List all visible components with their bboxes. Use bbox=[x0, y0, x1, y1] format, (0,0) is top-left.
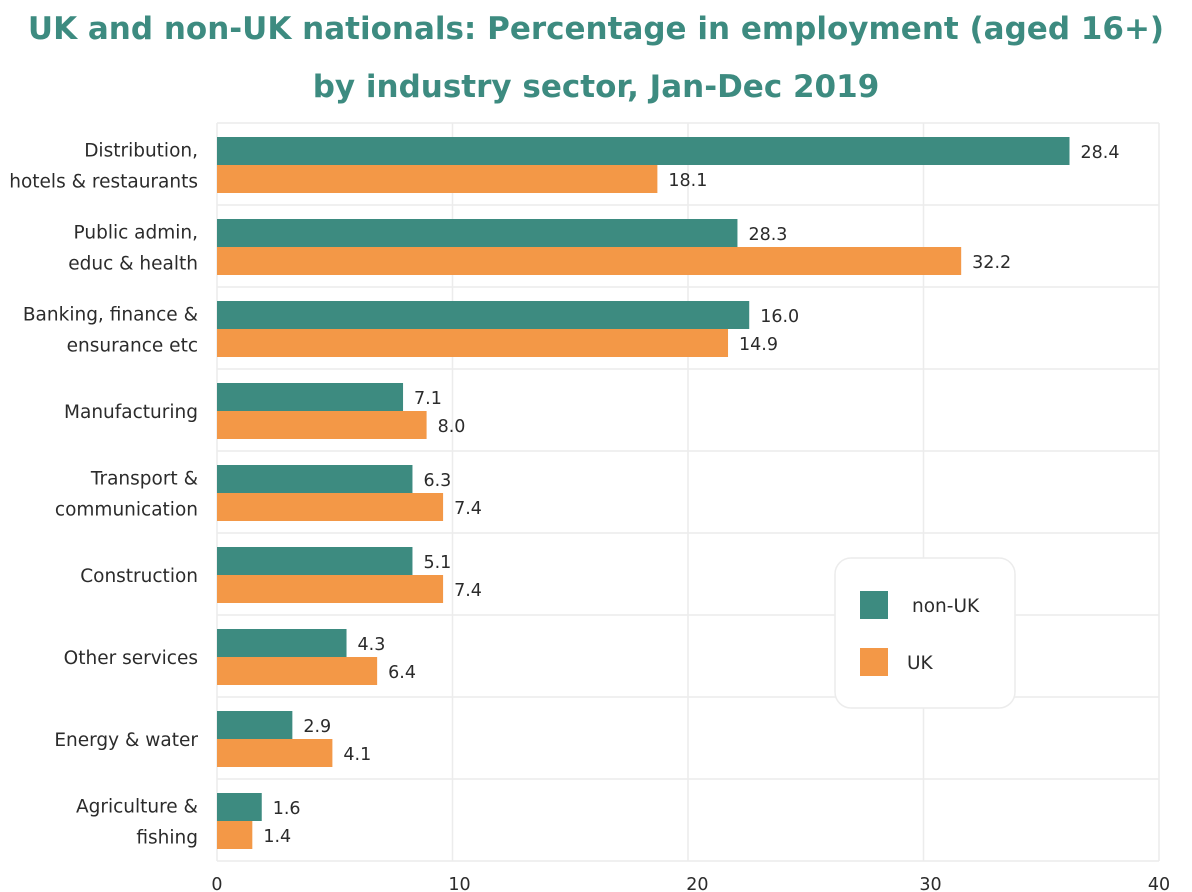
bar-uk bbox=[217, 739, 333, 767]
bar-non-uk bbox=[217, 465, 413, 493]
value-label: 8.0 bbox=[438, 417, 466, 437]
value-label: 1.4 bbox=[263, 827, 291, 847]
bar-uk bbox=[217, 411, 427, 439]
category-label: educ & health bbox=[68, 254, 198, 275]
x-tick-label: 20 bbox=[686, 875, 708, 892]
legend-label-non-uk: non-UK bbox=[912, 596, 980, 617]
category-label: Banking, finance & bbox=[23, 305, 198, 326]
bar-non-uk bbox=[217, 547, 413, 575]
legend-box bbox=[834, 557, 1016, 709]
value-label: 6.4 bbox=[388, 663, 416, 683]
bar-non-uk bbox=[217, 629, 347, 657]
category-label: hotels & restaurants bbox=[9, 172, 198, 193]
value-label: 5.1 bbox=[423, 553, 451, 573]
category-label: Construction bbox=[80, 566, 198, 587]
category-label: Transport & bbox=[90, 469, 198, 490]
legend-swatch-non-uk bbox=[860, 591, 888, 619]
value-label: 7.4 bbox=[454, 499, 482, 519]
legend-label-uk: UK bbox=[907, 653, 934, 674]
value-label: 6.3 bbox=[423, 471, 451, 491]
value-label: 7.4 bbox=[454, 581, 482, 601]
category-label: Agriculture & bbox=[76, 797, 198, 818]
bar-non-uk bbox=[217, 301, 750, 329]
bar-uk bbox=[217, 657, 378, 685]
category-label: Public admin, bbox=[74, 223, 198, 244]
category-label: ensurance etc bbox=[67, 336, 198, 357]
value-label: 28.4 bbox=[1081, 143, 1120, 163]
x-tick-label: 40 bbox=[1148, 875, 1170, 892]
bar-uk bbox=[217, 575, 444, 603]
value-label: 28.3 bbox=[748, 225, 787, 245]
bar-uk bbox=[217, 247, 962, 275]
chart-title: UK and non-UK nationals: Percentage in e… bbox=[0, 0, 1192, 116]
grid-lines bbox=[216, 122, 1160, 862]
category-label: Distribution, bbox=[84, 141, 198, 162]
category-label: Manufacturing bbox=[64, 402, 198, 423]
bar-non-uk bbox=[217, 137, 1070, 165]
x-tick-label: 10 bbox=[448, 875, 470, 892]
legend-swatch-uk bbox=[860, 648, 888, 676]
value-label: 2.9 bbox=[303, 717, 331, 737]
bar-non-uk bbox=[217, 711, 293, 739]
bar-uk bbox=[217, 821, 253, 849]
bar-non-uk bbox=[217, 793, 262, 821]
category-label: communication bbox=[55, 500, 198, 521]
bar-uk bbox=[217, 165, 658, 193]
bars bbox=[217, 137, 1070, 849]
x-tick-label: 30 bbox=[919, 875, 941, 892]
x-tick-label: 0 bbox=[211, 875, 222, 892]
bar-uk bbox=[217, 329, 729, 357]
value-label: 4.3 bbox=[358, 635, 386, 655]
value-label: 14.9 bbox=[739, 335, 778, 355]
value-label: 4.1 bbox=[343, 745, 371, 765]
value-label: 18.1 bbox=[668, 171, 707, 191]
bar-non-uk bbox=[217, 219, 738, 247]
value-label: 32.2 bbox=[972, 253, 1011, 273]
category-label: Other services bbox=[64, 648, 198, 669]
value-label: 1.6 bbox=[273, 799, 301, 819]
category-label: Energy & water bbox=[54, 730, 198, 751]
bar-non-uk bbox=[217, 383, 404, 411]
value-label: 16.0 bbox=[760, 307, 799, 327]
value-label: 7.1 bbox=[414, 389, 442, 409]
labels: 0 10 20 30 40 28.4 18.1 Distribution, hotels & r… bbox=[9, 141, 1170, 892]
category-label: fishing bbox=[136, 828, 198, 849]
legend: non-UK UK bbox=[834, 557, 1016, 709]
chart-title-line-2: by industry sector, Jan-Dec 2019 bbox=[312, 69, 880, 105]
bar-uk bbox=[217, 493, 444, 521]
chart-title-line-1: UK and non-UK nationals: Percentage in e… bbox=[27, 11, 1165, 47]
